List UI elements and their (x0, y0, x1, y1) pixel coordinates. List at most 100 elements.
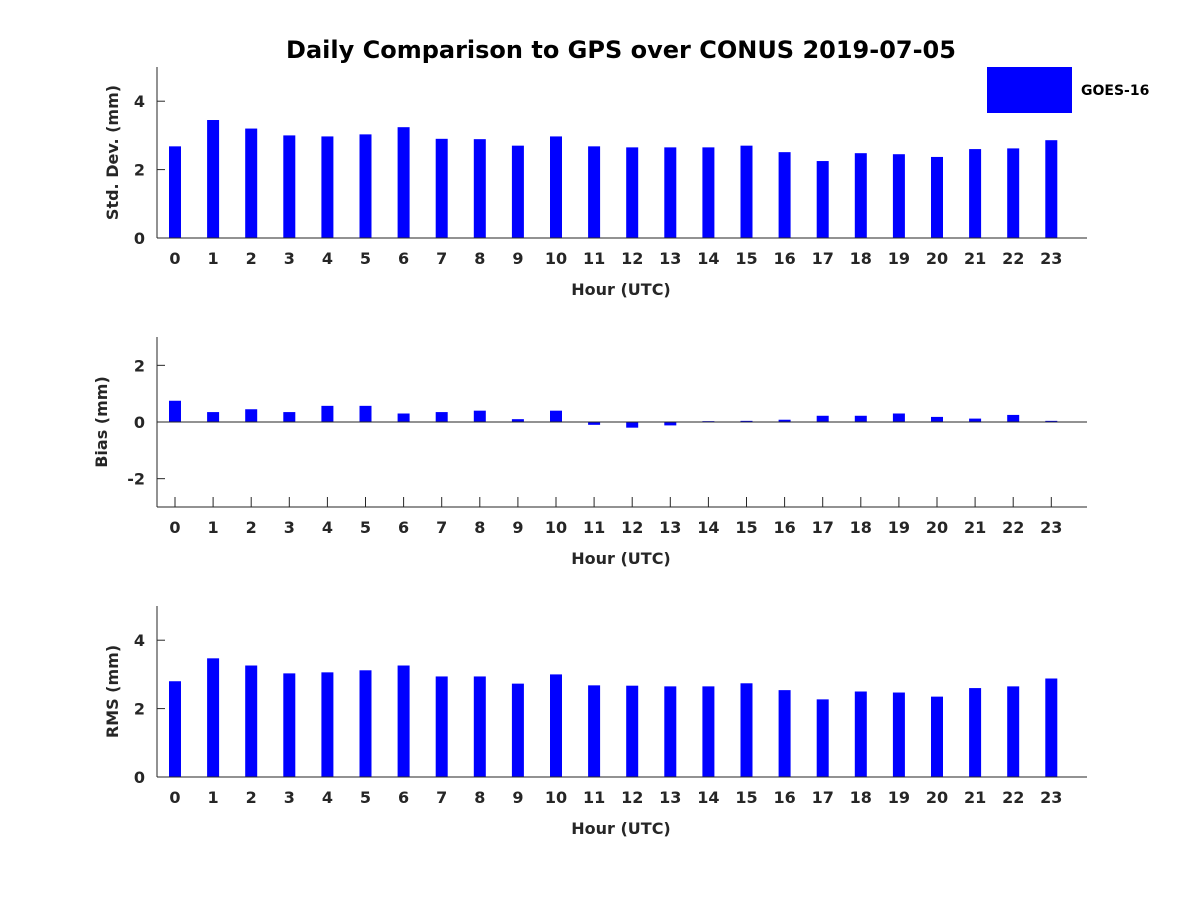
std-dev-x-tick-label: 16 (773, 249, 795, 268)
rms-x-tick-label: 22 (1002, 788, 1024, 807)
std-dev-y-tick-label: 4 (134, 92, 145, 111)
rms-x-tick-label: 3 (284, 788, 295, 807)
rms-y-tick-label: 2 (134, 700, 145, 719)
bias-x-tick-label: 22 (1002, 518, 1024, 537)
std-dev-bar-23 (1045, 140, 1058, 238)
rms-x-tick-label: 10 (545, 788, 567, 807)
std-dev-bar-10 (550, 136, 562, 238)
std-dev-bar-18 (854, 153, 867, 238)
rms-y-axis-label: RMS (mm) (103, 645, 122, 738)
rms-bar-15 (740, 683, 753, 777)
bias-x-tick-label: 2 (246, 518, 257, 537)
rms-x-tick-label: 13 (659, 788, 681, 807)
bias-bar-23 (1045, 420, 1058, 422)
std-dev-x-tick-label: 7 (436, 249, 447, 268)
rms-x-tick-label: 11 (583, 788, 605, 807)
rms-bar-20 (931, 696, 943, 777)
std-dev-x-tick-label: 11 (583, 249, 605, 268)
std-dev-x-tick-label: 10 (545, 249, 567, 268)
chart-title: Daily Comparison to GPS over CONUS 2019-… (286, 36, 956, 64)
legend: GOES-16 (987, 67, 1149, 113)
rms-x-tick-label: 4 (322, 788, 333, 807)
rms-bar-18 (854, 691, 867, 777)
bias-x-tick-label: 20 (926, 518, 948, 537)
std-dev-bar-12 (626, 147, 639, 238)
std-dev-bar-6 (397, 127, 410, 238)
rms-x-tick-label: 5 (360, 788, 371, 807)
std-dev-bar-5 (359, 134, 372, 238)
bias-x-tick-label: 3 (284, 518, 295, 537)
bias-bar-4 (321, 405, 334, 422)
bias-bar-7 (435, 412, 448, 422)
rms-bar-6 (397, 665, 410, 777)
bias-x-tick-label: 5 (360, 518, 371, 537)
std-dev-bar-4 (321, 136, 334, 238)
bias-bar-15 (740, 420, 753, 422)
std-dev-bar-16 (778, 152, 791, 238)
bias-y-axis-label: Bias (mm) (92, 376, 111, 468)
bias-bar-5 (359, 405, 372, 422)
bias-x-tick-label: 7 (436, 518, 447, 537)
std-dev-bar-8 (473, 139, 486, 238)
rms-x-tick-label: 23 (1040, 788, 1062, 807)
rms-x-tick-label: 14 (697, 788, 719, 807)
bias-x-tick-label: 11 (583, 518, 605, 537)
legend-label-goes-16: GOES-16 (1081, 83, 1149, 99)
rms-x-tick-label: 17 (812, 788, 834, 807)
rms-bar-11 (588, 685, 601, 777)
bias-y-tick-label: 0 (134, 413, 145, 432)
rms-bar-19 (892, 692, 905, 777)
rms-bar-1 (207, 658, 220, 777)
rms-x-tick-label: 7 (436, 788, 447, 807)
rms-bar-5 (359, 670, 372, 777)
std-dev-bar-11 (588, 146, 601, 238)
std-dev-x-tick-label: 15 (735, 249, 757, 268)
bias-x-tick-label: 8 (474, 518, 485, 537)
rms-x-tick-label: 19 (888, 788, 910, 807)
bias-y-tick-label: 2 (134, 356, 145, 375)
bias-x-tick-label: 14 (697, 518, 719, 537)
bias-x-tick-label: 0 (169, 518, 180, 537)
std-dev-x-tick-label: 23 (1040, 249, 1062, 268)
rms-x-tick-label: 2 (246, 788, 257, 807)
rms-bar-4 (321, 672, 334, 777)
std-dev-bar-9 (511, 145, 524, 238)
std-dev-y-tick-label: 2 (134, 161, 145, 180)
std-dev-x-tick-label: 1 (208, 249, 219, 268)
rms-x-tick-label: 18 (850, 788, 872, 807)
rms-bar-16 (778, 690, 791, 777)
std-dev-x-axis-label: Hour (UTC) (571, 280, 671, 299)
std-dev-x-tick-label: 20 (926, 249, 948, 268)
bias-bar-9 (511, 419, 524, 422)
std-dev-x-tick-label: 12 (621, 249, 643, 268)
rms-bar-0 (169, 681, 181, 777)
std-dev-bar-21 (969, 149, 982, 238)
std-dev-bar-2 (245, 128, 258, 238)
bias-bar-18 (854, 415, 867, 422)
std-dev-x-tick-label: 13 (659, 249, 681, 268)
bias-bar-2 (245, 409, 258, 422)
bias-x-tick-label: 10 (545, 518, 567, 537)
rms-bar-9 (511, 683, 524, 777)
bias-x-tick-label: 1 (208, 518, 219, 537)
bias-x-tick-label: 15 (735, 518, 757, 537)
bias-bar-13 (664, 422, 677, 426)
bias-bar-10 (550, 410, 562, 422)
bias-x-tick-label: 21 (964, 518, 986, 537)
std-dev-x-tick-label: 2 (246, 249, 257, 268)
std-dev-bar-3 (283, 135, 296, 238)
bias-bar-3 (283, 412, 296, 422)
rms-x-axis-label: Hour (UTC) (571, 819, 671, 838)
bias-x-tick-label: 19 (888, 518, 910, 537)
bias-x-tick-label: 16 (773, 518, 795, 537)
rms-bar-12 (626, 685, 639, 777)
bias-x-tick-label: 6 (398, 518, 409, 537)
bias-bar-12 (626, 422, 639, 428)
std-dev-bar-15 (740, 145, 753, 238)
bias-x-tick-label: 9 (512, 518, 523, 537)
rms-x-tick-label: 12 (621, 788, 643, 807)
rms-x-tick-label: 6 (398, 788, 409, 807)
rms-bar-7 (435, 676, 448, 777)
